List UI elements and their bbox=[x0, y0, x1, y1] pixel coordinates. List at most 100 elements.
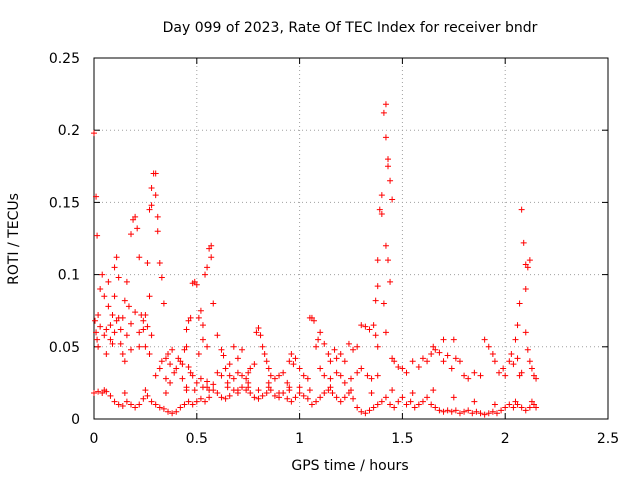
data-point bbox=[152, 170, 159, 177]
data-point bbox=[204, 384, 211, 391]
data-point bbox=[325, 351, 332, 358]
data-point bbox=[204, 264, 211, 271]
data-point bbox=[362, 323, 369, 330]
data-point bbox=[448, 408, 455, 415]
data-point bbox=[395, 398, 402, 405]
data-point bbox=[456, 410, 463, 417]
data-point bbox=[261, 351, 268, 358]
data-point bbox=[146, 351, 153, 358]
data-point bbox=[93, 193, 100, 200]
data-point bbox=[313, 343, 320, 350]
data-point bbox=[125, 303, 132, 310]
data-point bbox=[327, 358, 334, 365]
data-point bbox=[218, 346, 225, 353]
data-point bbox=[296, 384, 303, 391]
data-point bbox=[389, 196, 396, 203]
y-tick-label: 0.25 bbox=[49, 51, 80, 67]
data-point bbox=[522, 329, 529, 336]
data-point bbox=[321, 390, 328, 397]
data-point bbox=[95, 388, 102, 395]
data-point bbox=[210, 300, 217, 307]
data-point bbox=[366, 326, 373, 333]
data-point bbox=[280, 390, 287, 397]
data-point bbox=[94, 336, 101, 343]
grid-lines bbox=[94, 58, 608, 419]
data-point bbox=[103, 351, 110, 358]
data-point bbox=[136, 343, 143, 350]
data-point bbox=[432, 404, 439, 411]
data-point bbox=[372, 297, 379, 304]
data-point bbox=[121, 390, 128, 397]
data-point bbox=[317, 394, 324, 401]
data-point bbox=[197, 395, 204, 402]
data-point bbox=[310, 317, 317, 324]
data-point bbox=[411, 404, 418, 411]
data-point bbox=[224, 379, 231, 386]
data-point bbox=[245, 384, 252, 391]
data-point bbox=[115, 401, 122, 408]
data-point bbox=[337, 398, 344, 405]
data-point bbox=[469, 410, 476, 417]
data-point bbox=[382, 329, 389, 336]
data-point bbox=[136, 329, 143, 336]
data-point bbox=[286, 358, 293, 365]
data-point bbox=[493, 410, 500, 417]
data-point bbox=[415, 364, 422, 371]
data-point bbox=[514, 322, 521, 329]
x-tick-label: 0 bbox=[90, 431, 99, 447]
data-point bbox=[177, 404, 184, 411]
data-point bbox=[502, 404, 509, 411]
data-point bbox=[473, 408, 480, 415]
data-point bbox=[374, 283, 381, 290]
data-point bbox=[424, 358, 431, 365]
data-point bbox=[119, 314, 126, 321]
data-point bbox=[113, 317, 120, 324]
data-point bbox=[333, 369, 340, 376]
data-point bbox=[220, 352, 227, 359]
data-point bbox=[187, 314, 194, 321]
data-point bbox=[93, 329, 100, 336]
data-point bbox=[528, 398, 535, 405]
data-point bbox=[97, 286, 104, 293]
data-point bbox=[333, 355, 340, 362]
data-point bbox=[167, 379, 174, 386]
data-point bbox=[255, 325, 262, 332]
data-point bbox=[148, 184, 155, 191]
data-point bbox=[378, 210, 385, 217]
data-point bbox=[399, 365, 406, 372]
data-point bbox=[372, 332, 379, 339]
x-tick-label: 0.5 bbox=[186, 431, 208, 447]
data-point bbox=[234, 390, 241, 397]
data-point bbox=[378, 398, 385, 405]
data-point bbox=[255, 387, 262, 394]
data-point bbox=[341, 358, 348, 365]
data-point bbox=[257, 332, 264, 339]
data-point bbox=[119, 351, 126, 358]
data-point bbox=[354, 343, 361, 350]
data-point bbox=[230, 343, 237, 350]
data-point bbox=[156, 365, 163, 372]
data-point bbox=[185, 398, 192, 405]
data-point bbox=[430, 343, 437, 350]
data-point bbox=[152, 372, 159, 379]
data-point bbox=[465, 407, 472, 414]
data-point bbox=[329, 390, 336, 397]
data-point bbox=[92, 317, 99, 324]
data-point bbox=[430, 387, 437, 394]
data-point bbox=[259, 343, 266, 350]
y-tick-label: 0.05 bbox=[49, 340, 80, 356]
data-point bbox=[385, 156, 392, 163]
data-point bbox=[481, 336, 488, 343]
data-point bbox=[267, 372, 274, 379]
data-point bbox=[452, 407, 459, 414]
x-axis-label: GPS time / hours bbox=[291, 458, 408, 474]
y-tick-label: 0.2 bbox=[58, 123, 80, 139]
data-point bbox=[382, 101, 389, 108]
data-point bbox=[327, 375, 334, 382]
y-tick-labels: 0 0.05 0.1 0.15 0.2 0.25 bbox=[49, 51, 80, 428]
data-point bbox=[195, 314, 202, 321]
data-point bbox=[510, 404, 517, 411]
data-point bbox=[91, 390, 97, 397]
data-point bbox=[226, 372, 233, 379]
